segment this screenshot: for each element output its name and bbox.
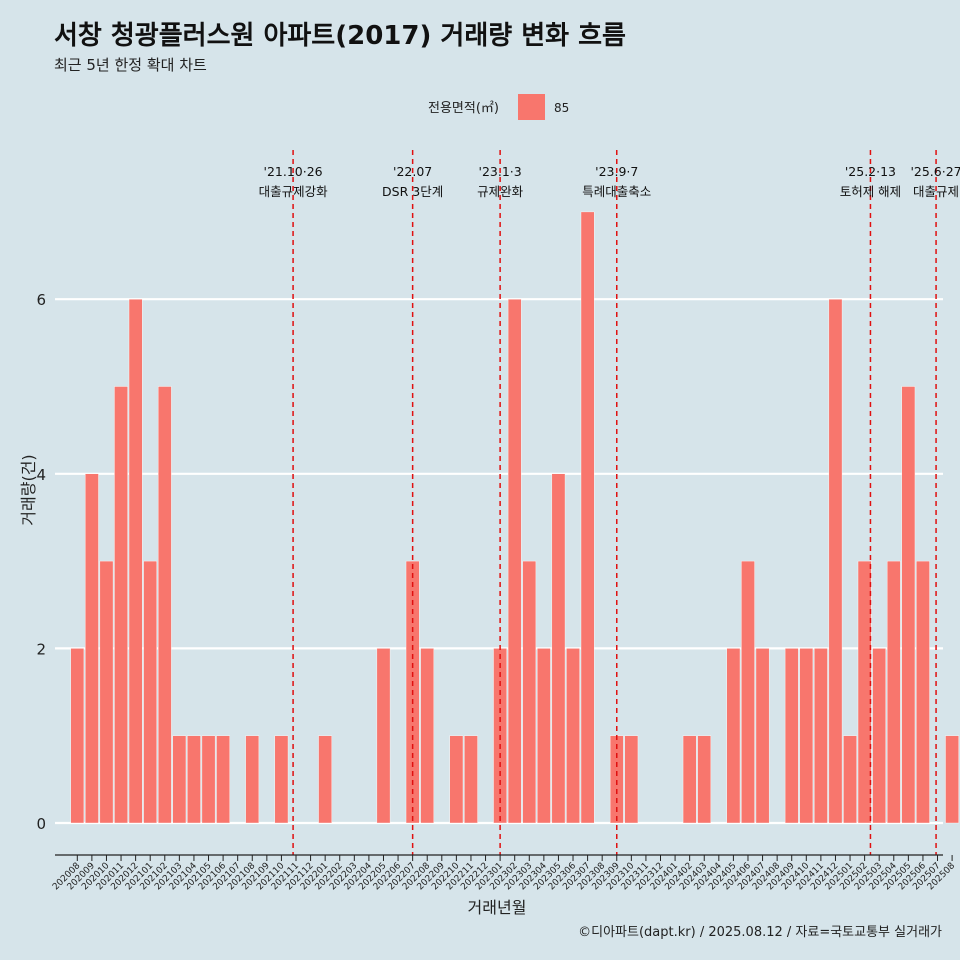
bar-202110 (274, 735, 289, 824)
event-date-label: '23.9·7 (595, 164, 638, 179)
bar-202210 (449, 735, 464, 824)
event-date-label: '25.2·13 (845, 164, 896, 179)
event-name-label: 특례대출축소 (582, 184, 651, 199)
bar-202008 (70, 648, 85, 824)
bar-202504 (886, 560, 901, 824)
bar-202009 (85, 473, 99, 824)
bar-202410 (799, 648, 814, 824)
event-date-label: '23.1·3 (479, 164, 522, 179)
bar-202506 (916, 560, 930, 824)
bar-202407 (755, 648, 770, 824)
bar-202011 (114, 386, 128, 824)
bar-202102 (157, 386, 172, 824)
bar-202412 (828, 299, 843, 824)
bar-202505 (901, 386, 916, 824)
bar-202310 (624, 735, 639, 824)
y-axis-label: 거래량(건) (19, 454, 38, 525)
bar-202306 (566, 648, 580, 824)
bar-202405 (726, 648, 741, 824)
bar-202101 (143, 560, 158, 824)
legend-swatch (518, 94, 545, 120)
event-name-label: 토허제 해제 (840, 184, 901, 199)
event-date-label: '25.6·27 (910, 164, 960, 179)
event-name-label: 대출규제 (913, 184, 959, 199)
bar-202411 (814, 648, 828, 824)
bar-202402 (682, 735, 697, 824)
bar-202205 (376, 648, 391, 824)
bar-202010 (99, 560, 114, 824)
bar-202503 (872, 648, 886, 824)
bar-202108 (245, 735, 260, 824)
caption: ©디아파트(dapt.kr) / 2025.08.12 / 자료=국토교통부 실… (578, 925, 942, 940)
bar-202508 (945, 735, 959, 824)
event-lines: '21.10·26 대출규제강화 '22.07 DSR 3단계 '23.1·3 규제완화 '… (259, 150, 960, 855)
legend-title: 전용면적(㎡) (428, 101, 499, 116)
bar-202406 (741, 560, 755, 824)
y-tick-label: 4 (36, 466, 46, 484)
bar-202103 (172, 735, 187, 824)
y-tick-label: 0 (36, 815, 46, 833)
legend: 전용면적(㎡) 85 (428, 94, 569, 120)
bar-202211 (464, 735, 478, 824)
event-name-label: 대출규제강화 (259, 184, 329, 199)
chart-title: 서창 청광플러스원 아파트(2017) 거래량 변화 흐름 (54, 21, 626, 51)
bar-202403 (697, 735, 712, 824)
event-name-label: DSR 3단계 (382, 184, 443, 199)
bars (70, 211, 959, 824)
bar-202304 (537, 648, 551, 824)
bar-202104 (187, 735, 201, 824)
y-tick-label: 6 (36, 291, 46, 309)
bar-202012 (128, 299, 143, 824)
bar-202302 (507, 299, 522, 824)
bar-202501 (843, 735, 857, 824)
bar-202305 (551, 473, 566, 824)
event-date-label: '21.10·26 (264, 164, 323, 179)
y-tick-label: 2 (36, 640, 46, 658)
bar-202303 (522, 560, 537, 824)
x-axis-label: 거래년월 (468, 898, 527, 917)
bar-202208 (420, 648, 435, 824)
bar-202105 (201, 735, 216, 824)
bar-202409 (784, 648, 799, 824)
event-name-label: 규제완화 (477, 184, 524, 199)
bar-202106 (216, 735, 230, 824)
chart-subtitle: 최근 5년 한정 확대 차트 (54, 56, 207, 74)
bar-202201 (318, 735, 332, 824)
bar-202307 (580, 211, 595, 824)
bar-202502 (857, 560, 872, 824)
event-date-label: '22.07 (393, 164, 432, 179)
legend-label: 85 (554, 101, 569, 115)
